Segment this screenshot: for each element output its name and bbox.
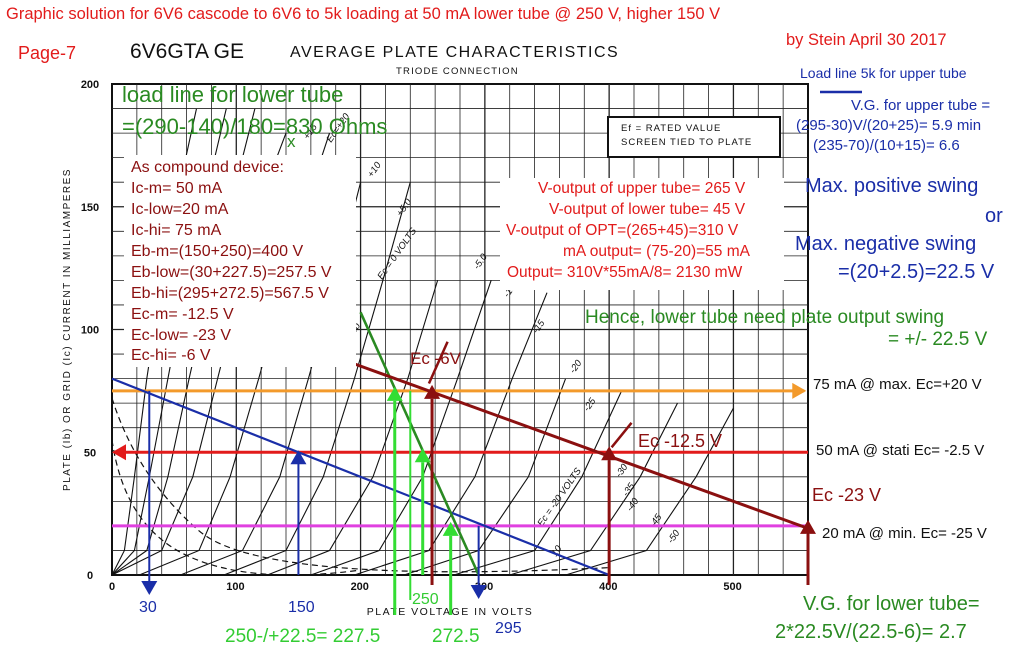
compound-item: Eb-low=(30+227.5)=257.5 V	[131, 264, 332, 281]
compound-item: Ec-m= -12.5 V	[131, 306, 234, 323]
curve-label: +10	[365, 160, 384, 180]
dred-arrow-head-400	[601, 446, 618, 461]
plate-curve	[267, 280, 439, 576]
hence-value: = +/- 22.5 V	[888, 329, 988, 350]
curve-label: -20	[567, 358, 584, 376]
vg-upper-formula-1: (295-30)V/(20+25)= 5.9 min	[796, 117, 982, 134]
bottom-label-150: 150	[288, 599, 315, 616]
plate-curve	[565, 407, 734, 576]
output-line: V-output of upper tube= 265 V	[538, 180, 746, 197]
title-line: Graphic solution for 6V6 cascode to 6V6 …	[6, 5, 721, 23]
arrow-75ma	[792, 382, 807, 399]
bottom-label-272-5: 272.5	[432, 626, 480, 647]
green-arrow-head	[386, 386, 403, 401]
arrow-50ma	[112, 444, 126, 461]
rated-value-text: Ef = RATED VALUE	[621, 123, 722, 134]
swing-formula: 250-/+22.5= 227.5	[225, 626, 381, 647]
output-line: mA output= (75-20)=55 mA	[563, 243, 750, 260]
output-line: V-output of OPT=(265+45)=310 V	[506, 222, 739, 239]
page-label: Page-7	[18, 43, 77, 63]
chart-title: AVERAGE PLATE CHARACTERISTICS	[290, 44, 620, 61]
max-negative-value: =(20+2.5)=22.5 V	[838, 261, 995, 283]
bottom-label-30: 30	[139, 599, 157, 616]
y-tick-label: 150	[81, 202, 99, 214]
dred-pointer-ec6	[427, 341, 449, 385]
or-label: or	[985, 205, 1003, 227]
plate-curve	[509, 402, 678, 576]
x-tick-label: 400	[599, 581, 617, 593]
dred-pointer-ec125	[610, 422, 633, 449]
x-tick-label: 0	[109, 581, 115, 593]
curve-label: -5.0	[471, 251, 490, 271]
curve-label: Ec = -20 VOLTS	[535, 466, 584, 529]
y-tick-label: 50	[84, 447, 96, 459]
guide-label-20: 20 mA @ min. Ec= -25 V	[822, 525, 987, 542]
curve-label: -50	[665, 528, 682, 546]
curve-label: -40	[624, 496, 641, 514]
author-line: by Stein April 30 2017	[786, 31, 947, 49]
x-tick-label: 500	[723, 581, 741, 593]
max-positive-swing: Max. positive swing	[805, 175, 979, 197]
curve-label: Ec = 0 VOLTS	[375, 225, 419, 281]
green-arrow-head	[414, 448, 431, 463]
curve-label: -35	[620, 481, 637, 499]
guide-label-50: 50 mA @ stati Ec= -2.5 V	[816, 442, 985, 459]
plate-curve	[354, 292, 548, 576]
max-negative-swing: Max. negative swing	[795, 233, 977, 255]
curve-label: -15	[530, 318, 547, 336]
arrow-head-150v	[290, 450, 307, 465]
x-mark: x	[287, 132, 296, 151]
vg-lower-note: V.G. for lower tube=	[803, 593, 980, 615]
compound-item: Ic-m= 50 mA	[131, 180, 223, 197]
y-tick-label: 200	[81, 79, 99, 91]
lower-load-line	[359, 311, 480, 576]
lower-load-line-note: load line for lower tube	[122, 82, 344, 107]
output-line: Output= 310V*55mA/8= 2130 mW	[507, 264, 743, 281]
arrow-head-30v	[141, 581, 158, 595]
hence-note: Hence, lower tube need plate output swin…	[585, 307, 945, 328]
ec-23-label: Ec -23 V	[812, 485, 882, 505]
compound-item: Ic-low=20 mA	[131, 201, 229, 218]
x-tick-label: 200	[351, 581, 369, 593]
curve-label: +5.0	[394, 196, 414, 218]
lower-load-line-formula: =(290-140)/180=830 Ohms	[122, 114, 388, 139]
upper-load-line-note: Load line 5k for upper tube	[800, 65, 967, 81]
bottom-label-250: 250	[412, 591, 439, 608]
y-tick-label: 100	[81, 325, 99, 337]
upper-load-line	[111, 377, 610, 577]
tube-name: 6V6GTA GE	[130, 40, 244, 63]
screen-tied-text: SCREEN TIED TO PLATE	[621, 136, 753, 148]
output-line: V-output of lower tube= 45 V	[549, 201, 746, 218]
arrow-head-295v	[470, 585, 487, 599]
rated-value-box: Ef = RATED VALUE SCREEN TIED TO PLATE	[607, 116, 781, 158]
compound-title: As compound device:	[131, 159, 284, 176]
compound-item: Eb-hi=(295+272.5)=567.5 V	[131, 285, 329, 302]
plate-curve	[403, 378, 567, 576]
compound-device-panel	[124, 155, 356, 367]
plate-curve	[223, 182, 411, 576]
ec-12-5-label: Ec -12.5 V	[638, 431, 723, 451]
compound-item: Ic-hi= 75 mA	[131, 222, 222, 239]
guide-label-75: 75 mA @ max. Ec=+20 V	[813, 376, 982, 393]
y-axis-label: PLATE (Ib) OR GRID (Ic) CURRENT IN MILLI…	[62, 168, 73, 491]
dred-arrow-head-257	[424, 384, 441, 399]
vg-upper-formula-2: (235-70)/(10+15)= 6.6	[813, 137, 960, 154]
bottom-label-295: 295	[495, 620, 522, 637]
vg-upper-note: V.G. for upper tube =	[851, 97, 991, 114]
grid-current-curve	[111, 439, 361, 576]
ec-6-label: Ec -6V	[410, 349, 462, 368]
outputs-panel	[500, 178, 784, 290]
x-tick-label: 100	[226, 581, 244, 593]
dred-arrow-head-567	[800, 519, 816, 534]
plate-curve	[453, 390, 623, 576]
y-tick-label: 0	[87, 570, 93, 582]
compound-item: Ec-low= -23 V	[131, 327, 232, 344]
compound-item: Eb-m=(150+250)=400 V	[131, 243, 304, 260]
green-arrow-head	[442, 521, 459, 536]
vg-lower-formula: 2*22.5V/(22.5-6)= 2.7	[775, 621, 967, 643]
compound-item: Ec-hi= -6 V	[131, 347, 211, 364]
chart-subtitle: TRIODE CONNECTION	[396, 66, 519, 77]
